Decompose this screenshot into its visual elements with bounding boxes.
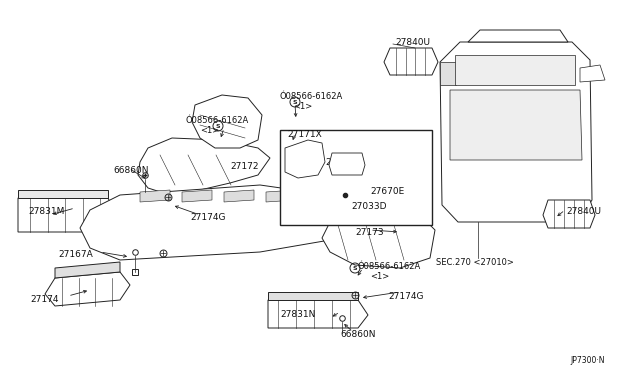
Polygon shape [182, 190, 212, 202]
Polygon shape [580, 65, 605, 82]
Polygon shape [440, 42, 592, 222]
Text: 27174G: 27174G [190, 213, 225, 222]
Text: <1>: <1> [200, 126, 220, 135]
Text: 27174: 27174 [30, 295, 58, 304]
Polygon shape [55, 262, 120, 278]
Text: Ó08566-6162A: Ó08566-6162A [279, 92, 342, 101]
Text: SEC.270 <27010>: SEC.270 <27010> [436, 258, 514, 267]
Polygon shape [138, 138, 270, 195]
Text: 27171X: 27171X [287, 130, 322, 139]
Polygon shape [455, 55, 575, 85]
Polygon shape [18, 190, 108, 198]
Polygon shape [384, 48, 438, 75]
Text: 27033D: 27033D [351, 202, 387, 211]
Text: 66860N: 66860N [113, 166, 148, 175]
Text: <1>: <1> [370, 272, 389, 281]
Polygon shape [80, 185, 335, 260]
Polygon shape [322, 210, 435, 268]
Polygon shape [285, 140, 325, 178]
Polygon shape [268, 292, 358, 300]
Text: S: S [216, 124, 220, 128]
Text: 27670E: 27670E [370, 187, 404, 196]
Polygon shape [450, 90, 582, 160]
Text: 66860N: 66860N [340, 330, 376, 339]
Polygon shape [468, 30, 568, 42]
Polygon shape [543, 200, 595, 228]
Text: 27172: 27172 [230, 162, 259, 171]
Text: 27167A: 27167A [58, 250, 93, 259]
Polygon shape [268, 300, 368, 328]
Text: 27173: 27173 [355, 228, 383, 237]
Text: 27840U: 27840U [395, 38, 430, 47]
Polygon shape [440, 62, 456, 85]
Text: Ó08566-6162A: Ó08566-6162A [358, 262, 421, 271]
Polygon shape [45, 272, 130, 306]
Text: 27840U: 27840U [566, 207, 601, 216]
Polygon shape [329, 153, 365, 175]
Text: S: S [353, 266, 357, 270]
Text: 27831M: 27831M [28, 207, 65, 216]
Polygon shape [192, 95, 262, 148]
Polygon shape [266, 190, 296, 202]
Text: <1>: <1> [293, 102, 312, 111]
Polygon shape [140, 190, 170, 202]
Text: Ó08566-6162A: Ó08566-6162A [185, 116, 248, 125]
Text: 27831N: 27831N [280, 310, 316, 319]
Text: JP7300·N: JP7300·N [570, 356, 605, 365]
Polygon shape [224, 190, 254, 202]
Text: S: S [292, 99, 298, 105]
Text: 27174P: 27174P [325, 158, 359, 167]
Text: 27174G: 27174G [388, 292, 424, 301]
Bar [280, 130, 432, 225]
Polygon shape [18, 198, 118, 232]
